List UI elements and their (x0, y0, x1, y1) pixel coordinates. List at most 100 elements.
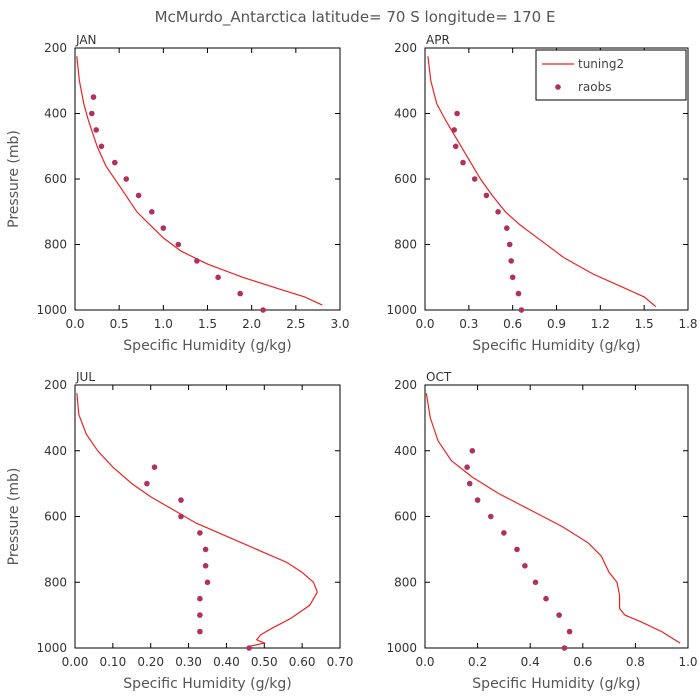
panel-oct: OCT 0.0 0.2 0.4 0.6 0.8 1.0 200 400 600 800 1000 Spe… (386, 370, 697, 692)
y-axis-label: Pressure (mb) (6, 468, 22, 566)
x-tick-label: 0.4 (521, 655, 540, 669)
raobs-point (483, 192, 490, 199)
x-axis-label: Specific Humidity (g/kg) (123, 338, 291, 354)
raobs-point (451, 127, 458, 133)
x-tick-label: 3.0 (330, 317, 349, 331)
raobs-point (514, 546, 520, 553)
x-axis-label: Specific Humidity (g/kg) (472, 676, 640, 692)
y-tick-label: 600 (44, 510, 67, 524)
raobs-point (454, 110, 460, 117)
x-tick-label: 0.0 (415, 317, 434, 331)
raobs-point (561, 645, 568, 651)
x-tick-label: 0.5 (110, 317, 129, 331)
x-tick-label: 1.0 (678, 655, 697, 669)
raobs-point (464, 464, 470, 471)
plot-frame (424, 384, 689, 649)
raobs-point (160, 225, 167, 231)
raobs-point (518, 307, 525, 313)
x-axis-label: Specific Humidity (g/kg) (472, 338, 640, 354)
x-tick-label: 0.60 (289, 655, 316, 669)
panel-jan: JAN 0.0 0.5 1.0 1.5 2.0 2.5 3.0 200 400 600 800 1000… (6, 33, 350, 354)
x-tick-label: 0.00 (62, 655, 89, 669)
raobs-point (260, 307, 266, 313)
raobs-point (197, 628, 203, 635)
raobs-point (237, 290, 243, 297)
raobs-point (543, 595, 549, 602)
raobs-point (144, 480, 150, 487)
y-tick-label: 1000 (36, 303, 67, 317)
x-tick-label: 0.0 (65, 317, 84, 331)
raobs-point (471, 176, 478, 182)
x-tick-label: 0.0 (415, 655, 434, 669)
raobs-point (197, 530, 203, 536)
raobs-point (452, 143, 459, 150)
raobs-point (112, 159, 118, 166)
y-tick-label: 800 (44, 575, 67, 589)
x-tick-label: 0.8 (626, 655, 645, 669)
raobs-point (508, 258, 514, 264)
panel-label: APR (426, 33, 450, 47)
panel-label: JAN (75, 33, 97, 47)
x-tick-label: 0.3 (459, 317, 478, 331)
x-tick-label: 0.40 (213, 655, 240, 669)
raobs-point (197, 595, 203, 602)
x-tick-label: 1.2 (591, 317, 610, 331)
legend: tuning2 raobs (535, 49, 687, 101)
y-axis-label: Pressure (mb) (6, 130, 22, 228)
panel-jul: JUL 0.00 0.10 0.20 0.30 0.40 0.50 0.60 0.70 200 40… (6, 370, 353, 692)
legend-obs-label: raobs (578, 80, 612, 94)
raobs-point (515, 290, 522, 297)
raobs-point (215, 274, 221, 281)
x-tick-label: 0.20 (137, 655, 164, 669)
raobs-point (93, 127, 99, 133)
raobs-point (98, 143, 105, 150)
y-tick-label: 400 (394, 107, 417, 121)
raobs-point (532, 579, 539, 586)
y-tick-label: 200 (44, 41, 67, 55)
raobs-point (506, 241, 513, 248)
tuning2-line (427, 56, 657, 308)
y-tick-label: 600 (44, 172, 67, 186)
tuning2-line (76, 393, 318, 647)
raobs-point (178, 513, 184, 520)
y-tick-label: 200 (394, 378, 417, 392)
raobs-point (90, 94, 97, 100)
x-tick-label: 1.8 (678, 317, 697, 331)
raobs-point (522, 563, 528, 569)
x-tick-label: 0.30 (175, 655, 202, 669)
raobs-point (460, 159, 466, 166)
y-tick-label: 600 (394, 510, 417, 524)
legend-point-swatch (555, 84, 561, 90)
raobs-point (504, 225, 510, 231)
panel-label: JUL (75, 370, 95, 384)
raobs-point (488, 513, 494, 520)
raobs-point (246, 645, 252, 651)
raobs-point (202, 563, 209, 569)
x-tick-label: 0.9 (547, 317, 566, 331)
x-tick-label: 1.0 (154, 317, 173, 331)
x-tick-label: 0.70 (327, 655, 354, 669)
x-tick-label: 2.0 (242, 317, 261, 331)
x-tick-label: 1.5 (198, 317, 217, 331)
panel-apr: APR 0.0 0.3 0.6 0.9 1.2 1.5 1.8 200 400 600 800 1000… (386, 33, 697, 354)
y-tick-label: 400 (394, 444, 417, 458)
panel-label: OCT (426, 370, 452, 384)
raobs-point (466, 480, 473, 487)
raobs-point (123, 176, 129, 182)
raobs-point (197, 612, 203, 618)
raobs-point (501, 530, 507, 536)
y-tick-label: 1000 (386, 641, 417, 655)
legend-box (535, 49, 687, 101)
raobs-point (151, 464, 158, 471)
raobs-point (566, 628, 573, 635)
y-tick-label: 800 (44, 238, 67, 252)
raobs-point (509, 274, 516, 281)
x-tick-label: 0.6 (573, 655, 592, 669)
x-tick-label: 1.5 (635, 317, 654, 331)
raobs-point (149, 209, 155, 215)
raobs-point (202, 546, 209, 553)
y-tick-label: 800 (394, 575, 417, 589)
tuning2-line (76, 56, 323, 306)
raobs-point (469, 448, 476, 454)
raobs-point (194, 258, 200, 264)
